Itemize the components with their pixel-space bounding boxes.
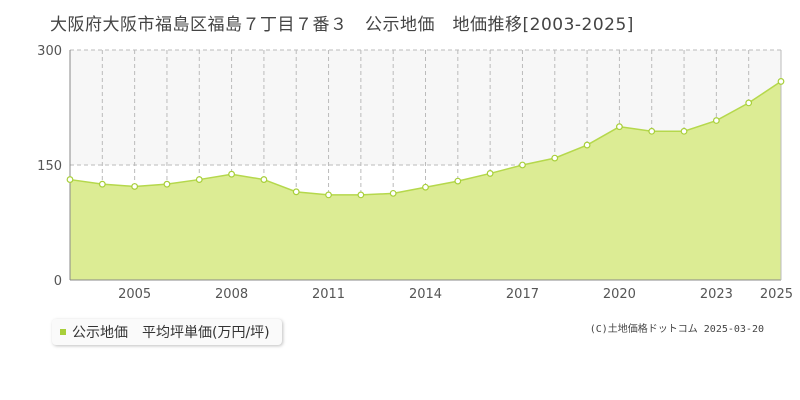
data-point	[777, 78, 785, 85]
data-point	[163, 180, 171, 188]
data-point	[519, 161, 526, 169]
x-tick-label: 2023	[700, 287, 733, 302]
x-tick-label: 2011	[312, 287, 345, 302]
legend-marker-icon	[60, 329, 66, 335]
data-point	[712, 117, 720, 124]
series-area	[70, 81, 781, 280]
data-point	[228, 170, 235, 178]
data-point	[422, 183, 429, 191]
data-point	[616, 123, 623, 131]
x-tick-label: 2014	[409, 287, 442, 302]
data-point	[486, 170, 494, 177]
copyright-notice: (C)土地価格ドットコム 2025-03-20	[589, 324, 764, 335]
data-point	[131, 183, 139, 190]
data-point	[389, 189, 397, 197]
data-point	[357, 191, 365, 199]
data-point	[195, 176, 203, 183]
data-point	[648, 127, 656, 135]
data-point	[583, 141, 591, 149]
legend-label: 公示地価 平均坪単価(万円/坪)	[72, 325, 270, 341]
y-tick-label: 300	[37, 44, 62, 59]
data-point	[260, 176, 268, 183]
data-point	[551, 154, 559, 162]
tick-label-layer: 0 150 300 2005 2008 2011 2014 2017 2020 2023 2025	[37, 44, 793, 302]
legend: 公示地価 平均坪単価(万円/坪)	[52, 319, 282, 345]
x-tick-label: 2017	[506, 287, 539, 302]
data-point	[98, 180, 106, 188]
data-point	[680, 127, 688, 135]
axis-layer	[69, 50, 782, 281]
data-point	[325, 191, 332, 199]
chart-title: 大阪府大阪市福島区福島７丁目７番３ 公示地価 地価推移[2003-2025]	[50, 15, 634, 35]
data-point	[745, 99, 753, 107]
x-tick-label: 2005	[118, 287, 151, 302]
data-point	[454, 177, 462, 185]
x-tick-label: 2025	[760, 287, 793, 302]
y-tick-label: 150	[37, 159, 62, 174]
y-tick-label: 0	[54, 274, 62, 289]
x-tick-label: 2008	[215, 287, 248, 302]
marker-layer	[66, 78, 785, 199]
x-tick-label: 2020	[603, 287, 636, 302]
data-point	[292, 188, 300, 196]
data-point	[66, 176, 74, 183]
